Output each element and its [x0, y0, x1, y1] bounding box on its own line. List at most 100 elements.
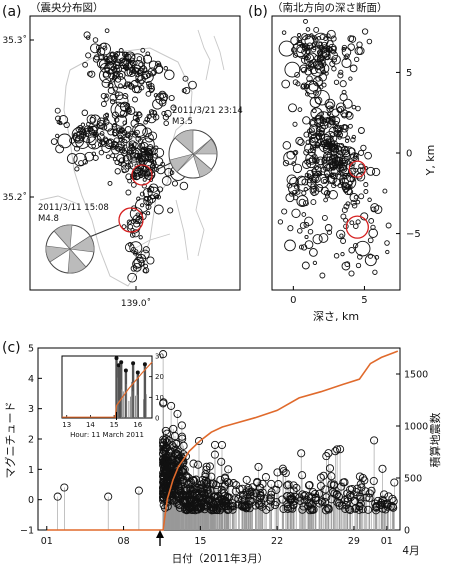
hypocenter-marker: [289, 176, 299, 187]
hypocenter-marker: [370, 224, 376, 231]
epicenter-marker: [122, 154, 133, 165]
hypocenter-marker: [313, 157, 320, 164]
epicenter-marker: [129, 207, 143, 221]
event-marker: [174, 500, 184, 509]
event-marker: [180, 496, 189, 505]
hypocenter-marker: [339, 233, 344, 238]
event-marker: [172, 439, 181, 448]
hypocenter-marker: [385, 249, 390, 255]
epicenter-marker: [130, 218, 137, 224]
hypocenter-marker: [284, 239, 296, 252]
event-marker: [380, 490, 389, 499]
epicenter-marker: [58, 121, 63, 126]
hypocenter-marker: [351, 202, 358, 209]
epicenter-marker: [111, 74, 118, 81]
left-tick-label: 4: [28, 374, 34, 385]
hypocenter-marker: [341, 89, 347, 95]
hypocenter-marker: [358, 163, 364, 170]
event-marker: [160, 457, 169, 466]
epicenter-marker: [152, 110, 157, 115]
left-tick-label: 0: [28, 495, 34, 506]
event-marker: [371, 499, 380, 508]
hypocenter-marker: [281, 30, 287, 35]
event-marker: [267, 490, 276, 499]
hypocenter-marker: [292, 149, 299, 156]
event-marker: [202, 462, 211, 471]
event-marker: [212, 498, 221, 507]
epicenter-marker: [108, 68, 114, 75]
epicenter-marker: [98, 149, 105, 156]
epicenter-marker: [129, 152, 139, 161]
epicenter-marker: [118, 146, 126, 154]
hypocenter-marker: [363, 189, 369, 194]
hypocenter-marker: [321, 41, 327, 48]
epicenter-marker: [136, 196, 141, 201]
event-marker: [185, 480, 194, 489]
epicenter-marker: [82, 159, 89, 165]
epicenter-marker: [66, 153, 78, 164]
hypocenter-marker: [321, 214, 328, 221]
epicenter-marker: [95, 124, 101, 129]
epicenter-marker: [122, 120, 128, 126]
hypocenter-marker: [330, 35, 337, 42]
event-marker: [267, 479, 276, 488]
hypocenter-marker: [313, 32, 329, 49]
epicenter-marker: [96, 48, 102, 54]
hypocenter-marker: [318, 233, 329, 243]
epicenter-marker: [135, 158, 141, 164]
epicenter-marker: [153, 204, 164, 215]
epicenter-marker: [118, 83, 123, 89]
inset-x-tick-label: 13: [62, 421, 71, 429]
hypocenter-marker: [316, 35, 322, 41]
event-marker: [292, 483, 301, 492]
event-marker: [235, 485, 244, 494]
epicenter-marker: [75, 135, 81, 142]
hypocenter-marker: [347, 43, 355, 51]
right-tick-label: 1000: [404, 422, 428, 433]
hypocenter-marker: [318, 59, 327, 68]
hypocenter-marker: [348, 161, 354, 167]
event-marker: [375, 500, 384, 509]
event-marker: [286, 492, 295, 501]
epicenter-marker: [158, 93, 165, 100]
hypocenter-marker: [384, 240, 390, 246]
event-marker: [224, 505, 233, 514]
hypocenter-marker: [355, 262, 362, 269]
event-marker: [266, 493, 275, 502]
hypocenter-marker: [332, 123, 338, 130]
epicenter-marker: [188, 80, 197, 90]
event-marker: [173, 409, 182, 418]
event-marker: [307, 504, 316, 513]
focal-mechanism-lower: [45, 224, 95, 274]
hypocenter-marker: [337, 72, 344, 79]
panel-b-ticks: 5 0 −5 0 5: [290, 68, 421, 306]
hypocenter-marker: [286, 150, 296, 160]
epicenter-marker: [58, 115, 69, 125]
hypocenter-marker: [364, 151, 372, 160]
fault-line: [39, 195, 79, 205]
hypocenter-marker: [300, 55, 310, 65]
inset-marker: [131, 361, 136, 366]
hypocenter-marker: [305, 84, 311, 89]
hypocenter-marker: [291, 161, 297, 167]
epicenter-marker: [146, 188, 152, 193]
epicenter-marker: [104, 58, 111, 65]
hypocenter-marker: [334, 159, 344, 169]
epicenter-marker: [111, 123, 118, 130]
epicenter-marker: [123, 144, 128, 149]
hypocenter-marker: [288, 103, 297, 113]
hypocenter-marker: [356, 46, 365, 55]
hypocenter-marker: [355, 219, 361, 225]
event-marker: [246, 497, 255, 506]
hypocenter-marker: [309, 120, 316, 126]
epicenter-marker: [128, 142, 135, 148]
annotation-lower-date: 2011/3/11 15:08: [38, 203, 109, 213]
epicenter-marker: [163, 120, 169, 126]
hypocenter-marker: [306, 177, 313, 184]
epicenter-marker: [86, 121, 91, 127]
event-marker: [245, 496, 254, 505]
event-marker: [327, 472, 336, 481]
event-marker: [167, 401, 176, 410]
hypocenter-marker: [286, 174, 297, 185]
event-marker: [252, 489, 261, 498]
